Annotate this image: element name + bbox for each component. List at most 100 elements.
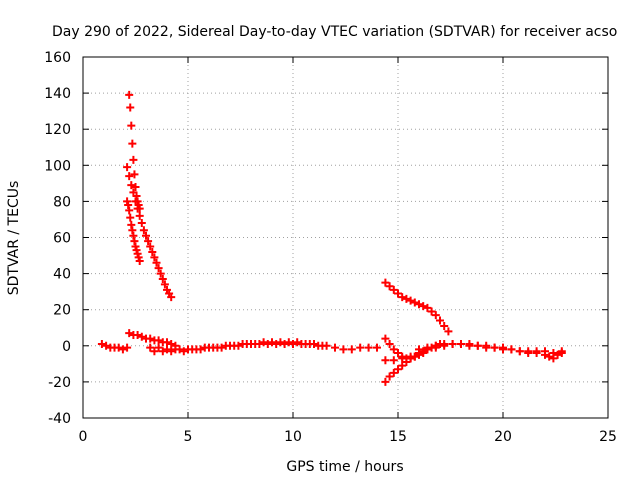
y-tick-label: 160 — [44, 50, 71, 66]
data-point — [394, 289, 402, 298]
data-point — [410, 298, 419, 307]
data-point — [293, 338, 302, 347]
data-point — [156, 269, 165, 278]
data-point — [130, 237, 139, 246]
y-tick-labels: -40 -20 0 20 40 60 80 100 120 140 160 — [44, 50, 71, 427]
data-point — [385, 372, 394, 381]
data-point — [146, 334, 155, 343]
data-point — [97, 339, 106, 348]
data-point — [331, 343, 339, 352]
data-point — [133, 204, 142, 213]
data-point — [385, 339, 394, 348]
data-point — [114, 343, 123, 352]
y-tick-label: 60 — [53, 231, 71, 247]
x-tick-label: 10 — [284, 429, 302, 445]
data-point — [131, 182, 140, 191]
data-point — [373, 343, 381, 352]
data-point — [158, 275, 167, 284]
data-point — [545, 352, 554, 361]
data-point — [532, 349, 541, 358]
series-day-baseline-arc-b — [150, 338, 327, 356]
data-point — [129, 155, 138, 164]
data-point — [557, 349, 566, 358]
data-point — [280, 339, 289, 348]
x-tick-label: 15 — [389, 429, 407, 445]
data-point — [381, 278, 390, 287]
data-point — [419, 302, 428, 311]
y-tick-label: 20 — [53, 303, 71, 319]
data-point — [524, 349, 533, 358]
data-point — [263, 339, 272, 348]
data-point — [339, 345, 348, 354]
data-point — [242, 339, 251, 348]
data-point — [398, 361, 407, 370]
data-point — [130, 170, 139, 179]
data-point — [423, 343, 432, 352]
data-point — [226, 341, 234, 350]
data-point — [499, 343, 507, 352]
data-point — [133, 330, 142, 339]
data-point — [102, 341, 111, 350]
data-point — [394, 349, 402, 358]
data-point — [276, 338, 285, 347]
data-point — [135, 256, 144, 265]
data-point — [209, 343, 218, 352]
data-point — [128, 139, 137, 148]
series-early-mid-arc — [123, 163, 176, 302]
data-point — [402, 294, 411, 303]
data-point — [123, 163, 132, 172]
data-point — [179, 347, 188, 356]
axis-ticks — [82, 56, 609, 419]
x-tick-label: 25 — [599, 429, 617, 445]
data-point — [482, 341, 491, 350]
data-point — [175, 345, 184, 354]
data-point — [234, 341, 243, 350]
data-point — [137, 332, 146, 341]
data-point — [158, 347, 167, 356]
series-late-evening-arc — [465, 339, 566, 363]
data-point — [389, 285, 398, 294]
data-point — [251, 339, 260, 348]
data-point — [167, 339, 176, 348]
data-point — [127, 121, 136, 130]
data-point — [385, 282, 394, 291]
data-point — [125, 329, 134, 338]
y-tick-label: 120 — [44, 122, 71, 138]
data-point — [284, 338, 293, 347]
data-point — [301, 339, 310, 348]
data-point — [146, 343, 155, 352]
data-point — [473, 341, 482, 350]
data-point — [398, 293, 407, 302]
data-point — [127, 181, 136, 190]
data-point — [440, 339, 449, 348]
data-point — [125, 172, 134, 181]
data-point — [144, 237, 153, 246]
data-point — [125, 90, 134, 99]
data-point — [549, 354, 558, 363]
data-point — [135, 211, 144, 220]
data-point — [415, 345, 423, 354]
data-point — [126, 103, 135, 112]
data-point — [427, 307, 436, 316]
y-tick-label: -20 — [48, 375, 71, 391]
data-point — [146, 242, 155, 251]
data-point — [118, 345, 127, 354]
data-point — [268, 338, 276, 347]
y-axis-title: SDTVAR / TECUs — [6, 181, 22, 296]
data-point — [415, 300, 423, 309]
data-point — [389, 345, 398, 354]
data-point — [394, 365, 402, 374]
data-point — [217, 343, 226, 352]
data-point — [150, 347, 159, 356]
data-point — [364, 343, 373, 352]
data-point — [142, 231, 150, 240]
series-early-low-arc — [123, 197, 144, 265]
data-point — [131, 197, 140, 206]
data-point — [381, 377, 390, 386]
data-point — [318, 341, 327, 350]
data-point — [436, 316, 444, 325]
data-point — [167, 293, 176, 302]
data-point — [490, 343, 499, 352]
data-point — [184, 345, 192, 354]
